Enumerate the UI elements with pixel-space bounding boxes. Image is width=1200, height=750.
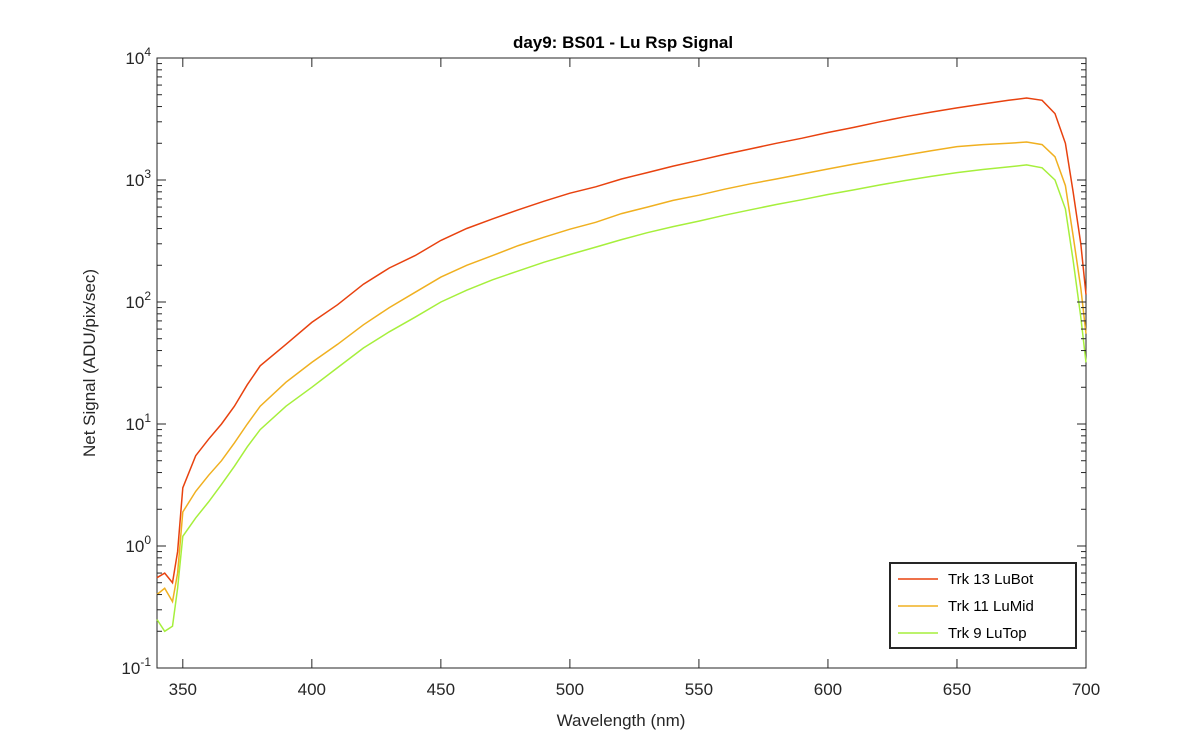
x-tick-label: 650 (943, 680, 971, 699)
legend: Trk 13 LuBot Trk 11 LuMid Trk 9 LuTop (889, 562, 1077, 649)
legend-label-1: Trk 11 LuMid (948, 598, 1034, 615)
series-line-1 (156, 141, 1087, 604)
y-tick-label: 100 (125, 533, 151, 556)
x-axis-label: Wavelength (nm) (557, 711, 686, 730)
series-group (156, 97, 1087, 633)
x-tick-label: 550 (685, 680, 713, 699)
y-tick-label: 103 (125, 167, 151, 190)
y-tick-label: 102 (125, 289, 151, 312)
y-axis-ticks: 10-1 100 101 102 103 104 (121, 45, 1086, 678)
x-tick-label: 700 (1072, 680, 1100, 699)
y-tick-label: 101 (125, 411, 151, 434)
x-tick-label: 350 (169, 680, 197, 699)
x-tick-label: 400 (298, 680, 326, 699)
legend-label-0: Trk 13 LuBot (948, 571, 1034, 588)
legend-label-2: Trk 9 LuTop (948, 625, 1027, 642)
y-tick-label: 104 (125, 45, 151, 68)
x-axis-ticks: 350 400 450 500 550 600 650 700 (169, 58, 1100, 699)
y-tick-label: 10-1 (121, 655, 151, 678)
x-tick-label: 450 (427, 680, 455, 699)
chart-title: day9: BS01 - Lu Rsp Signal (513, 33, 733, 52)
series-line-2 (156, 164, 1087, 633)
y-axis-label: Net Signal (ADU/pix/sec) (80, 269, 99, 457)
x-tick-label: 600 (814, 680, 842, 699)
x-tick-label: 500 (556, 680, 584, 699)
series-line-0 (156, 97, 1087, 585)
